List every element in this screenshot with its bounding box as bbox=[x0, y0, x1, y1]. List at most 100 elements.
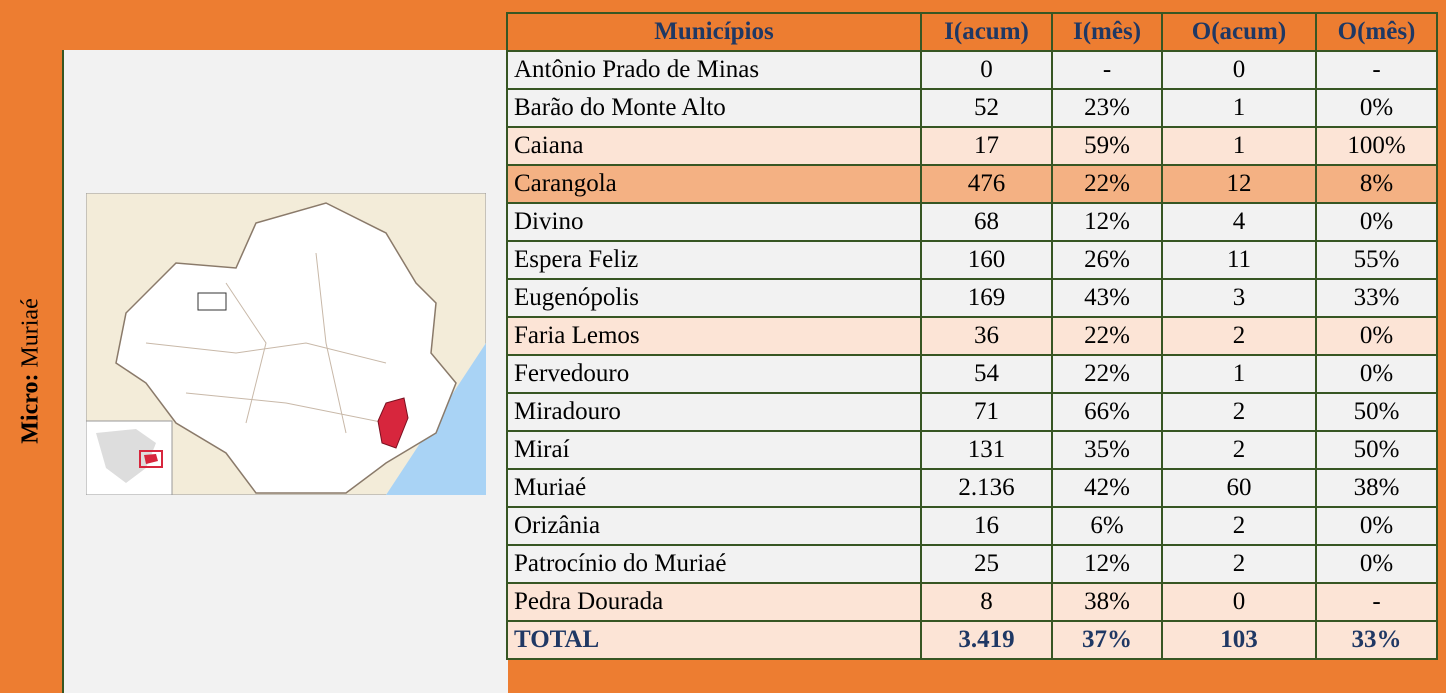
table-row: Carangola 476 22% 12 8% bbox=[506, 164, 1438, 204]
cell: 169 bbox=[920, 278, 1053, 318]
municipality: Faria Lemos bbox=[506, 316, 922, 356]
cell: 38% bbox=[1051, 582, 1163, 622]
cell: 0% bbox=[1315, 506, 1438, 546]
cell: 50% bbox=[1315, 392, 1438, 432]
table-row: Miraí 131 35% 2 50% bbox=[506, 430, 1438, 470]
cell: - bbox=[1315, 582, 1438, 622]
cell: 2 bbox=[1161, 506, 1317, 546]
side-label-bold: Micro: bbox=[17, 373, 44, 444]
municipality: Orizânia bbox=[506, 506, 922, 546]
cell: 8 bbox=[920, 582, 1053, 622]
cell: 17 bbox=[920, 126, 1053, 166]
total-cell: 103 bbox=[1161, 620, 1317, 660]
cell: 66% bbox=[1051, 392, 1163, 432]
municipality: Patrocínio do Muriaé bbox=[506, 544, 922, 584]
data-table: Municípios I(acum) I(mês) O(acum) O(mês) Ant… bbox=[506, 12, 1438, 660]
region-lines bbox=[145, 252, 387, 434]
total-cell: 33% bbox=[1315, 620, 1438, 660]
total-cell: 3.419 bbox=[920, 620, 1053, 660]
cell: 71 bbox=[920, 392, 1053, 432]
side-label-text: Muriaé bbox=[17, 298, 44, 368]
side-panel: Micro: Muriaé bbox=[0, 50, 62, 693]
column-header: I(mês) bbox=[1051, 12, 1163, 52]
table-row: Pedra Dourada 8 38% 0- bbox=[506, 582, 1438, 622]
cell: 2 bbox=[1161, 544, 1317, 584]
municipality: Espera Feliz bbox=[506, 240, 922, 280]
total-cell: TOTAL bbox=[506, 620, 922, 660]
cell: 0% bbox=[1315, 202, 1438, 242]
cell: 55% bbox=[1315, 240, 1438, 280]
municipality: Carangola bbox=[506, 164, 922, 204]
cell: 2 bbox=[1161, 430, 1317, 470]
cell: 0% bbox=[1315, 354, 1438, 394]
header-row: Municípios I(acum) I(mês) O(acum) O(mês) bbox=[506, 12, 1438, 52]
municipality: Eugenópolis bbox=[506, 278, 922, 318]
total-row: TOTAL 3.419 37% 103 33% bbox=[506, 620, 1438, 660]
column-header: Municípios bbox=[506, 12, 922, 52]
table-row: Espera Feliz 160 26% 11 55% bbox=[506, 240, 1438, 280]
cell: 1 bbox=[1161, 126, 1317, 166]
cell: 22% bbox=[1051, 164, 1163, 204]
cell: 36 bbox=[920, 316, 1053, 356]
cell: 25 bbox=[920, 544, 1053, 584]
cell: 12 bbox=[1161, 164, 1317, 204]
map bbox=[86, 193, 486, 495]
cell: 35% bbox=[1051, 430, 1163, 470]
cell: - bbox=[1315, 50, 1438, 90]
cell: 50% bbox=[1315, 430, 1438, 470]
cell: 0 bbox=[1161, 582, 1317, 622]
cell: 2 bbox=[1161, 392, 1317, 432]
cell: 1 bbox=[1161, 88, 1317, 128]
map-cell bbox=[62, 50, 508, 693]
cell: 2 bbox=[1161, 316, 1317, 356]
cell: 42% bbox=[1051, 468, 1163, 508]
cell: 8% bbox=[1315, 164, 1438, 204]
inset-marker bbox=[139, 450, 163, 468]
cell: 33% bbox=[1315, 278, 1438, 318]
table-row: Barão do Monte Alto 52 23% 1 0% bbox=[506, 88, 1438, 128]
cell: 60 bbox=[1161, 468, 1317, 508]
cell: 11 bbox=[1161, 240, 1317, 280]
table-row: Orizânia 16 6% 2 0% bbox=[506, 506, 1438, 546]
column-header: O(mês) bbox=[1315, 12, 1438, 52]
total-cell: 37% bbox=[1051, 620, 1163, 660]
cell: 6% bbox=[1051, 506, 1163, 546]
cell: 0 bbox=[1161, 50, 1317, 90]
municipality: Barão do Monte Alto bbox=[506, 88, 922, 128]
cell: 12% bbox=[1051, 544, 1163, 584]
municipality: Antônio Prado de Minas bbox=[506, 50, 922, 90]
cell: 22% bbox=[1051, 316, 1163, 356]
cell: 0% bbox=[1315, 544, 1438, 584]
column-header: I(acum) bbox=[920, 12, 1053, 52]
cell: 59% bbox=[1051, 126, 1163, 166]
table-row: Faria Lemos 36 22% 2 0% bbox=[506, 316, 1438, 356]
cell: 12% bbox=[1051, 202, 1163, 242]
table-row: Patrocínio do Muriaé 25 12% 2 0% bbox=[506, 544, 1438, 584]
table-body: Antônio Prado de Minas 0-0- Barão do Monte… bbox=[506, 50, 1438, 660]
municipality: Caiana bbox=[506, 126, 922, 166]
table-row: Eugenópolis 169 43% 3 33% bbox=[506, 278, 1438, 318]
cell: 16 bbox=[920, 506, 1053, 546]
table-row: Divino 68 12% 4 0% bbox=[506, 202, 1438, 242]
municipality: Fervedouro bbox=[506, 354, 922, 394]
cell: 100% bbox=[1315, 126, 1438, 166]
column-header: O(acum) bbox=[1161, 12, 1317, 52]
municipality: Muriaé bbox=[506, 468, 922, 508]
municipality: Divino bbox=[506, 202, 922, 242]
cell: 2.136 bbox=[920, 468, 1053, 508]
cell: - bbox=[1051, 50, 1163, 90]
highlighted-region bbox=[377, 397, 409, 449]
side-label: Micro: Muriaé bbox=[18, 298, 45, 444]
cell: 0% bbox=[1315, 316, 1438, 356]
cell: 476 bbox=[920, 164, 1053, 204]
cell: 23% bbox=[1051, 88, 1163, 128]
cell: 131 bbox=[920, 430, 1053, 470]
cell: 43% bbox=[1051, 278, 1163, 318]
cell: 52 bbox=[920, 88, 1053, 128]
inset-state bbox=[144, 454, 158, 464]
municipality: Miradouro bbox=[506, 392, 922, 432]
table-row: Caiana 17 59% 1 100% bbox=[506, 126, 1438, 166]
cell: 0% bbox=[1315, 88, 1438, 128]
table-row: Antônio Prado de Minas 0-0- bbox=[506, 50, 1438, 90]
